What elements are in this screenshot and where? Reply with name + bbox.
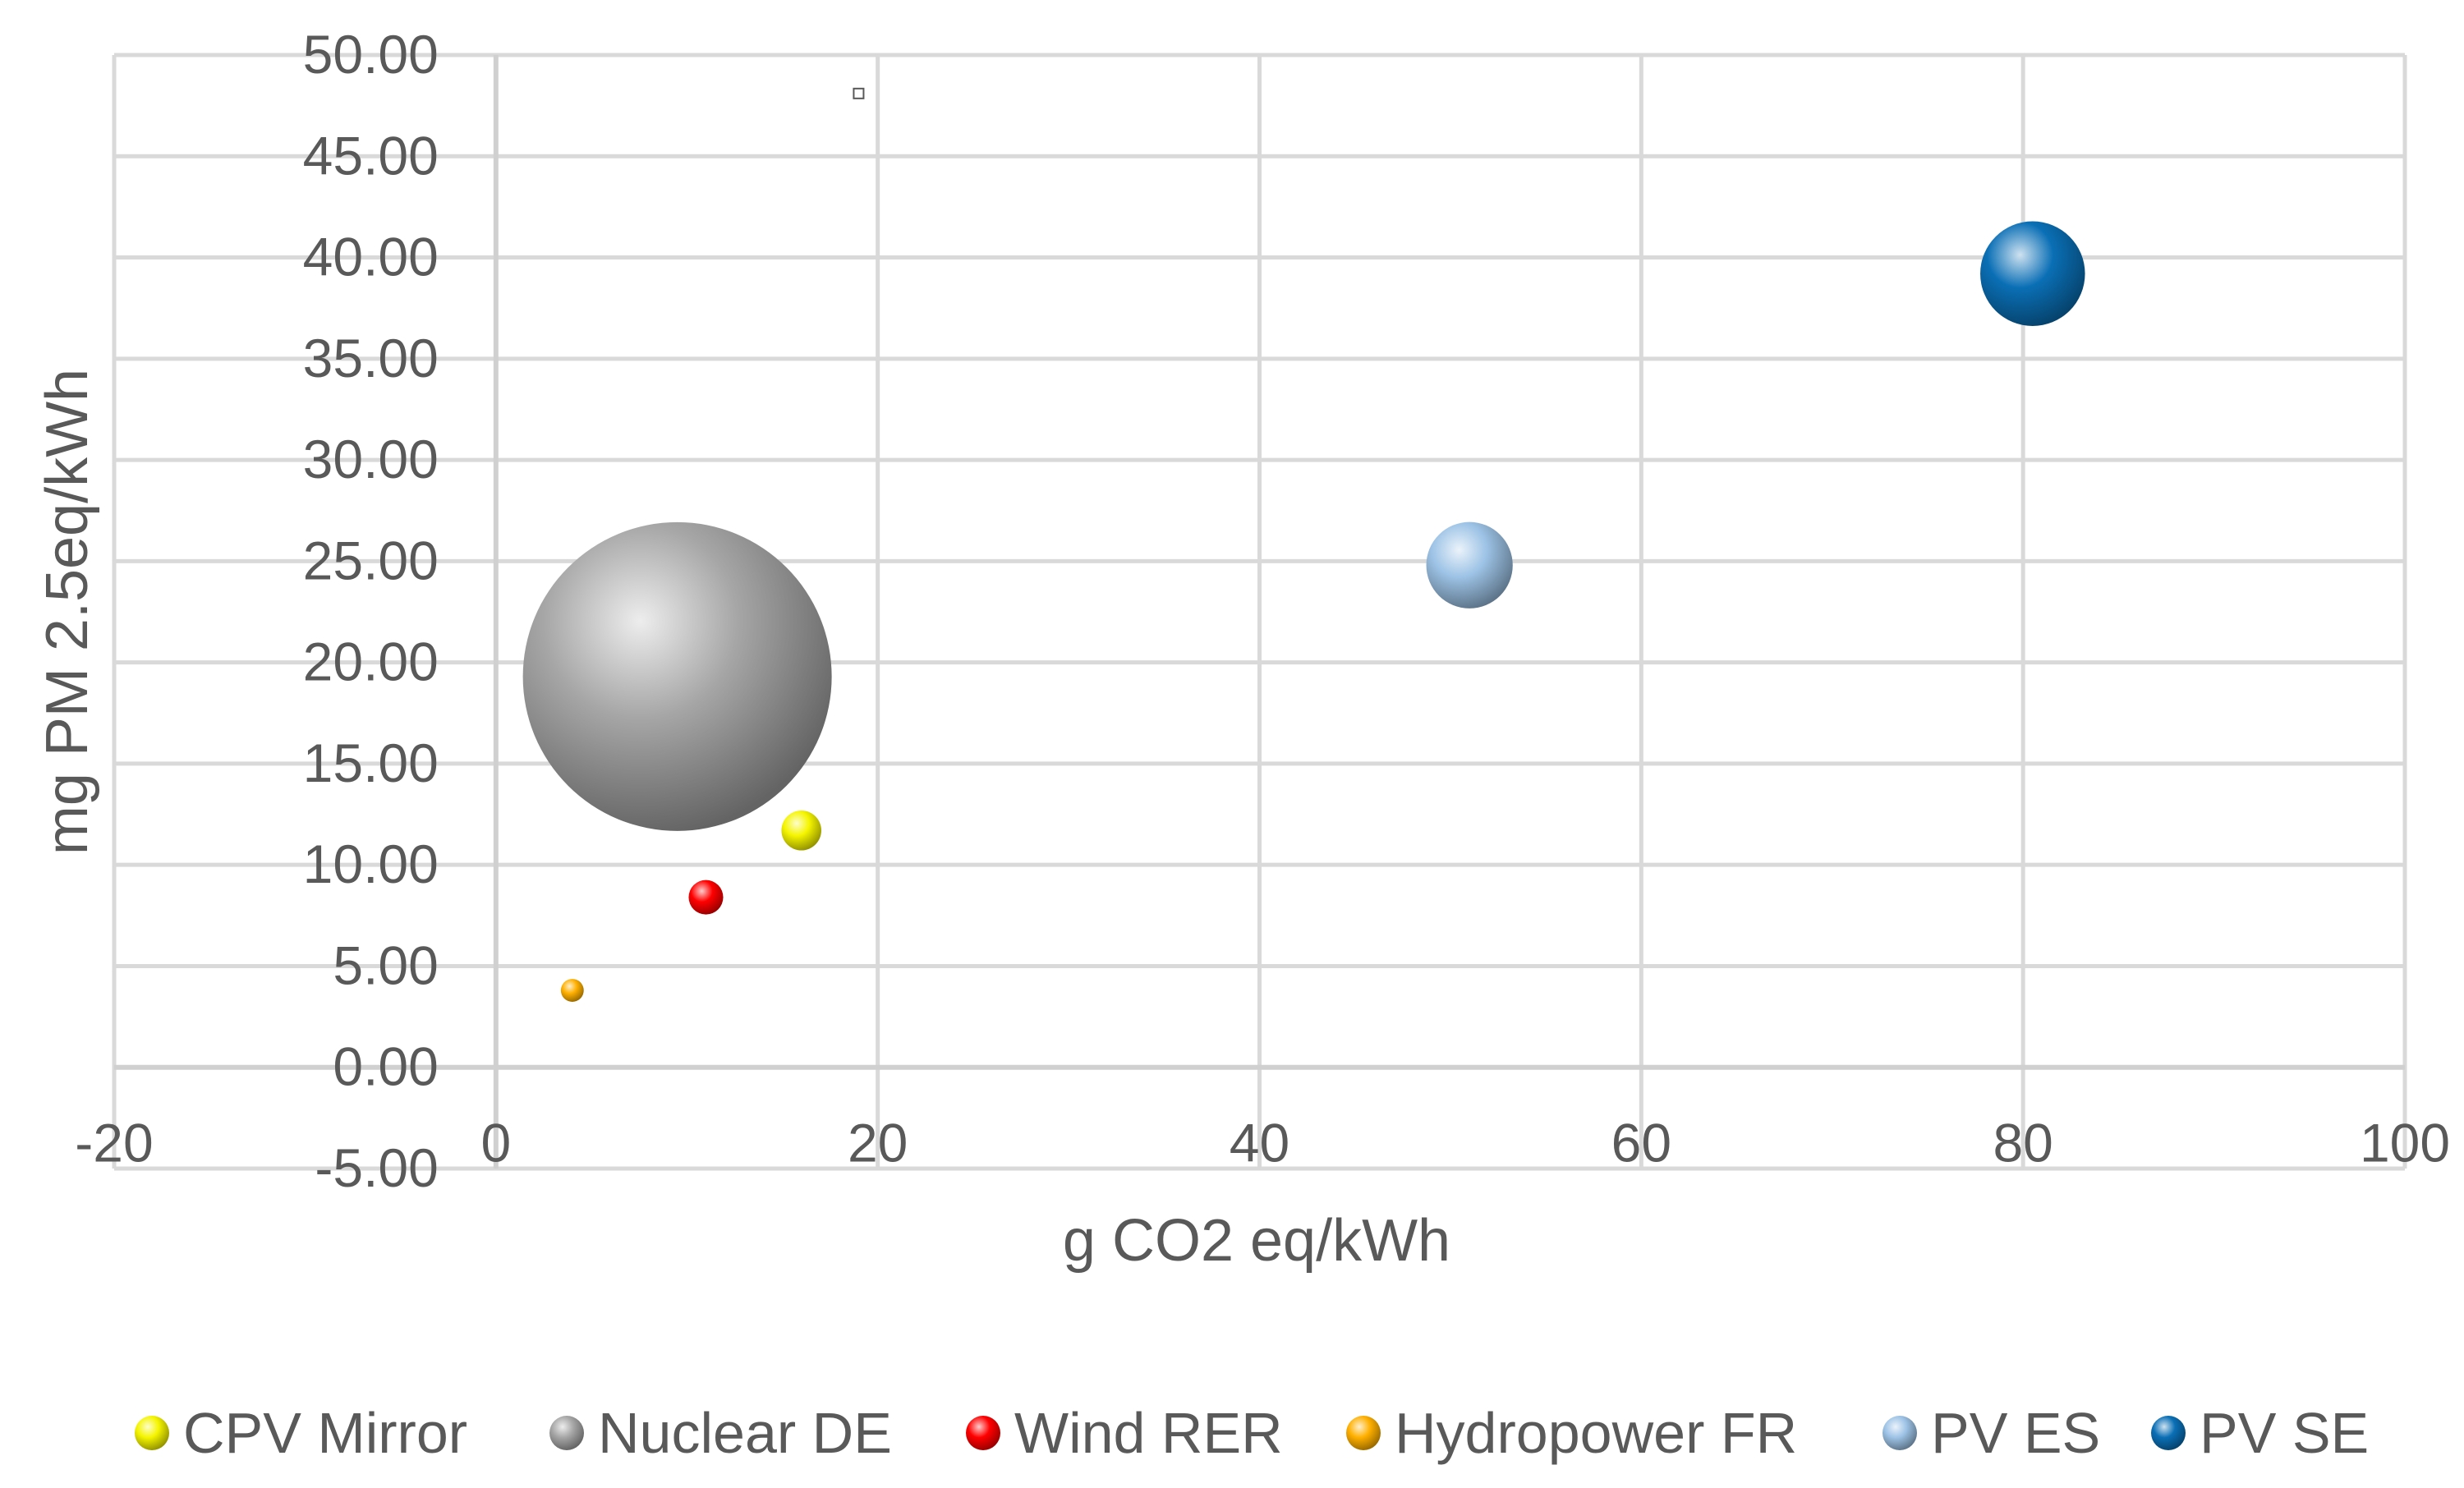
bubble-hydropower-fr — [560, 979, 584, 1002]
bubbles — [522, 87, 2085, 1002]
legend-item-hydropower-fr: Hydropower FR — [1346, 1401, 1797, 1465]
x-tick-label: 100 — [2360, 1113, 2450, 1173]
y-tick-label: 45.00 — [303, 125, 439, 186]
legend-marker — [1882, 1416, 1917, 1450]
legend-label: PV SE — [2200, 1401, 2369, 1465]
tick-labels: -5.00 0.00 5.00 10.00 15.00 20.00 25.00 30.00 35… — [75, 24, 2450, 1198]
bubble-nuclear-de — [522, 521, 832, 831]
y-axis-title: mg PM 2.5eq/kWh — [34, 369, 100, 855]
gridlines — [112, 53, 2407, 1171]
legend-item-cpv-mirror: CPV Mirror — [135, 1401, 467, 1465]
y-tick-label: 5.00 — [333, 935, 438, 995]
legend-marker — [549, 1416, 584, 1450]
axes — [114, 55, 2405, 1169]
bubble-wind-rer — [688, 879, 724, 915]
y-tick-label: 0.00 — [333, 1036, 438, 1097]
y-tick-label: 40.00 — [303, 227, 439, 287]
x-axis-title: g CO2 eq/kWh — [1063, 1208, 1450, 1274]
y-tick-label: 25.00 — [303, 530, 439, 590]
y-tick-label: 10.00 — [303, 834, 439, 894]
x-tick-label: 40 — [1230, 1113, 1289, 1173]
legend-label: CPV Mirror — [183, 1401, 467, 1465]
y-tick-label: 35.00 — [303, 328, 439, 388]
bubble-pv-se — [1980, 221, 2085, 327]
legend-label: Hydropower FR — [1395, 1401, 1797, 1465]
x-tick-label: 80 — [1993, 1113, 2053, 1173]
legend-marker — [1346, 1416, 1381, 1450]
stray-marker — [853, 87, 865, 99]
legend-label: PV ES — [1931, 1401, 2100, 1465]
legend-marker — [966, 1416, 1000, 1450]
legend-label: Wind RER — [1014, 1401, 1283, 1465]
x-tick-label: 20 — [848, 1113, 908, 1173]
x-tick-label: 60 — [1611, 1113, 1671, 1173]
legend-item-pv-es: PV ES — [1882, 1401, 2100, 1465]
bubble-pv-es — [1426, 521, 1513, 609]
x-tick-label: 0 — [480, 1113, 511, 1173]
bubble-cpv-mirror — [781, 810, 821, 851]
legend-item-nuclear-de: Nuclear DE — [549, 1401, 892, 1465]
y-tick-label: 20.00 — [303, 631, 439, 692]
legend-marker — [2151, 1416, 2186, 1450]
x-tick-label: -20 — [75, 1113, 153, 1173]
legend-marker — [135, 1416, 169, 1450]
y-tick-label: 50.00 — [303, 24, 439, 85]
y-tick-label: -5.00 — [315, 1137, 438, 1198]
y-tick-label: 30.00 — [303, 429, 439, 489]
legend-label: Nuclear DE — [598, 1401, 892, 1465]
legend-item-pv-se: PV SE — [2151, 1401, 2369, 1465]
legend: CPV Mirror Nuclear DE Wind RER Hydropower F… — [135, 1401, 2369, 1465]
y-tick-label: 15.00 — [303, 733, 439, 793]
legend-item-wind-rer: Wind RER — [966, 1401, 1283, 1465]
